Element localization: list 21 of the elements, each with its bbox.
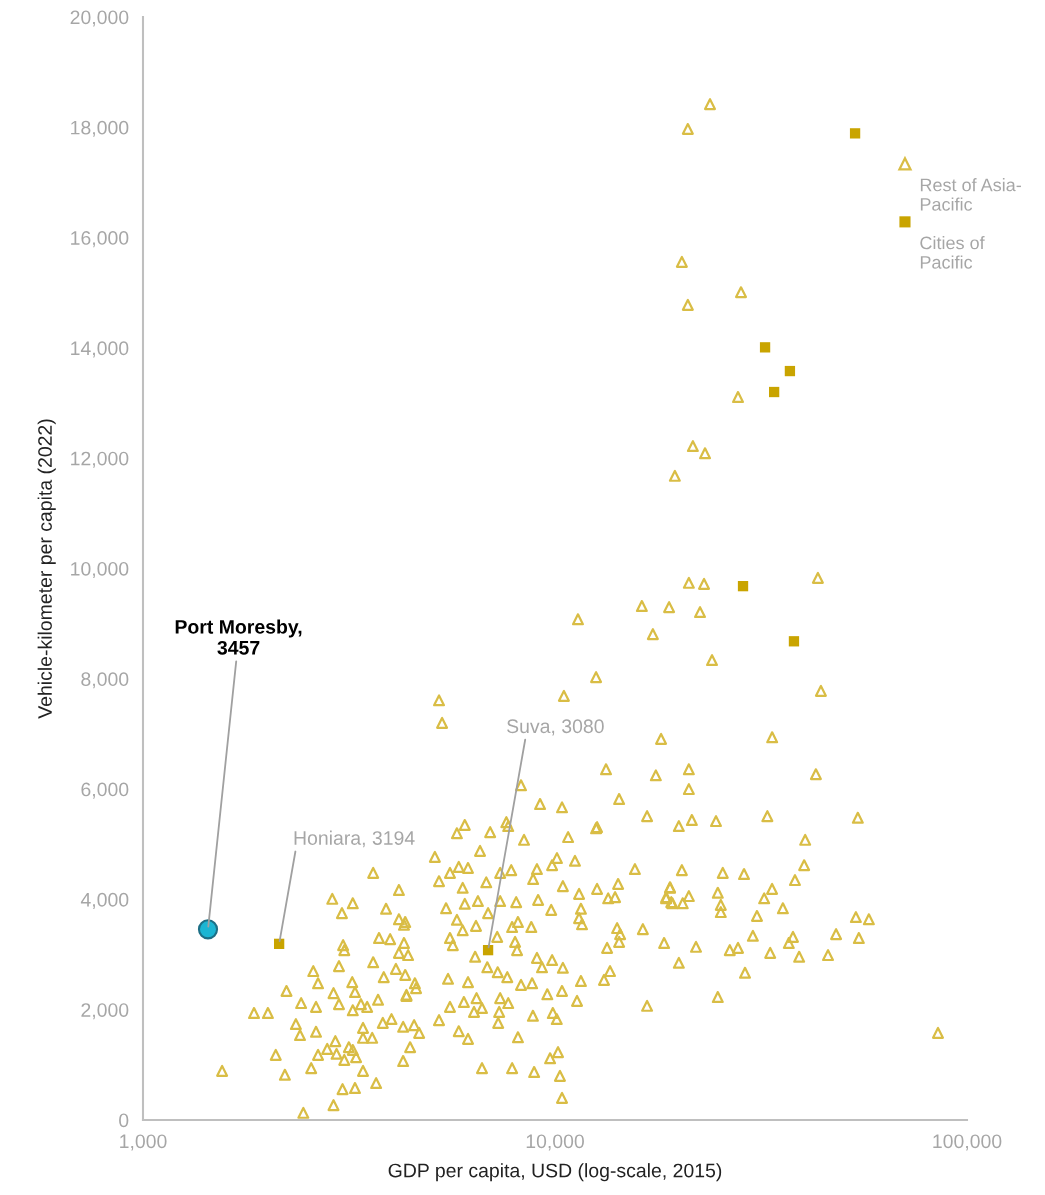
y-tick-label: 10,000 [71,561,129,579]
y-tick-label: 6,000 [81,782,129,799]
y-axis-title: Vehicle-kilometer per capita (2022) [37,419,56,719]
y-tick-label: 16,000 [71,231,129,248]
x-axis-title: GDP per capita, USD (log-scale, 2015) [388,1163,722,1182]
y-tick-label: 2,000 [81,1003,129,1020]
x-tick-label: 1,000 [120,1134,167,1151]
legend-label: Cities of Pacific [920,236,985,269]
y-tick-label: 12,000 [71,451,129,468]
y-tick-label: 8,000 [81,672,129,689]
y-tick-label: 18,000 [71,120,129,137]
annotation: Suva, 3080 [507,719,604,736]
y-tick-label: 20,000 [70,10,129,27]
x-tick-label: 10,000 [526,1134,584,1151]
y-tick-label: 0 [119,1113,129,1128]
y-tick-label: 14,000 [71,341,129,358]
annotation: Honiara, 3194 [294,830,415,848]
x-tick-label: 100,000 [933,1134,1002,1151]
legend-label: Rest of Asia-Pacific [920,178,1021,211]
y-tick-label: 4,000 [80,892,129,909]
annotation: Port Moresby, 3457 [175,619,302,655]
